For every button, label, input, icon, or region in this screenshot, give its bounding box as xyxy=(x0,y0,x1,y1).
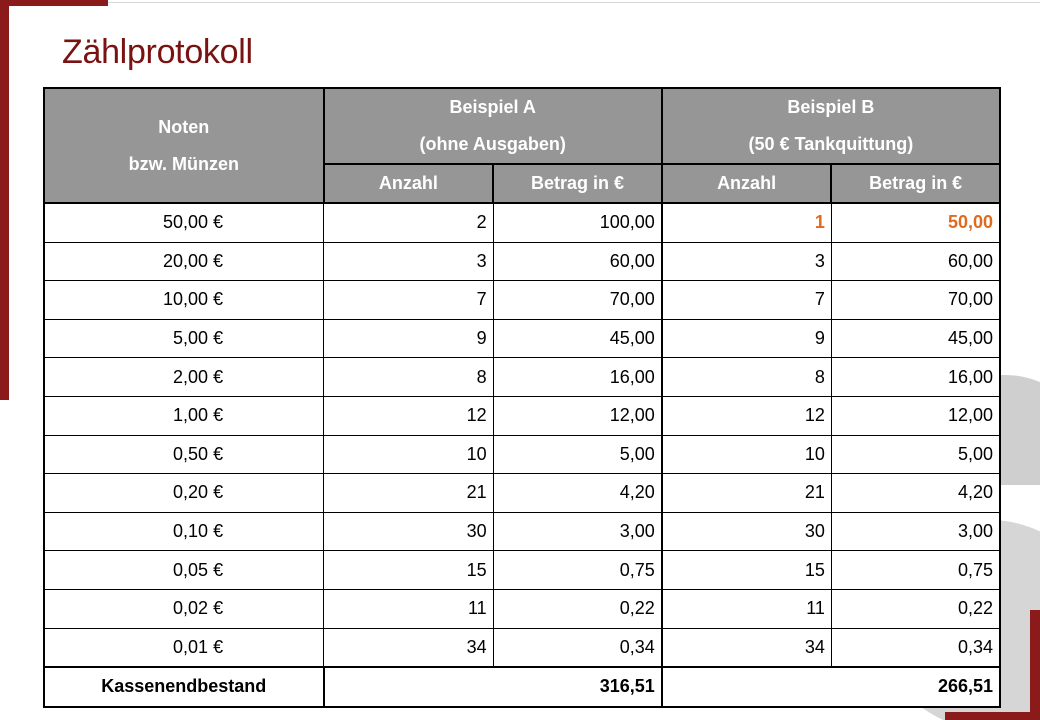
denomination-cell: 2,00 € xyxy=(43,357,325,397)
table-row: 0,05 € 15 0,75 15 0,75 xyxy=(43,550,1001,590)
denomination-cell: 0,50 € xyxy=(43,434,325,475)
frame-bottom-right-bar xyxy=(1030,610,1040,720)
table-row: 0,01 € 34 0,34 34 0,34 xyxy=(43,627,1001,668)
a-count-cell: 11 xyxy=(323,588,494,629)
denomination-cell: 0,20 € xyxy=(43,473,325,513)
a-amount-cell: 70,00 xyxy=(492,280,663,320)
header-denomination: Noten bzw. Münzen xyxy=(43,87,325,204)
b-amount-cell: 0,75 xyxy=(830,550,1001,590)
a-amount-cell: 45,00 xyxy=(492,318,663,359)
a-count-cell: 21 xyxy=(323,473,494,513)
b-count-cell: 34 xyxy=(661,627,832,668)
denomination-cell: 20,00 € xyxy=(43,241,325,282)
header-denomination-line2: bzw. Münzen xyxy=(128,153,239,174)
header-example-b-line1: Beispiel B xyxy=(787,97,875,117)
a-count-cell: 2 xyxy=(323,201,494,243)
b-count-cell: 10 xyxy=(661,434,832,475)
a-amount-cell: 0,34 xyxy=(492,627,663,668)
denomination-cell: 0,10 € xyxy=(43,511,325,552)
a-amount-cell: 4,20 xyxy=(492,473,663,513)
denomination-cell: 50,00 € xyxy=(43,201,325,243)
b-count-cell: 8 xyxy=(661,357,832,397)
a-amount-cell: 3,00 xyxy=(492,511,663,552)
b-count-cell: 7 xyxy=(661,280,832,320)
a-count-cell: 15 xyxy=(323,550,494,590)
a-amount-cell: 5,00 xyxy=(492,434,663,475)
a-amount-cell: 0,22 xyxy=(492,588,663,629)
table-header: Noten bzw. Münzen Beispiel A (ohne Ausga… xyxy=(43,87,1002,204)
count-table: Noten bzw. Münzen Beispiel A (ohne Ausga… xyxy=(43,87,1002,708)
table-row: 5,00 € 9 45,00 9 45,00 xyxy=(43,318,1001,359)
a-count-cell: 34 xyxy=(323,627,494,668)
table-row: 50,00 € 2 100,00 1 50,00 xyxy=(43,201,1001,243)
b-count-cell: 12 xyxy=(661,395,832,436)
table-row: 0,02 € 11 0,22 11 0,22 xyxy=(43,588,1001,629)
table-row: 0,50 € 10 5,00 10 5,00 xyxy=(43,434,1001,475)
frame-left-bar xyxy=(0,0,9,400)
b-count-cell: 21 xyxy=(661,473,832,513)
total-example-a: 316,51 xyxy=(322,666,663,708)
b-count-cell: 30 xyxy=(661,511,832,552)
b-amount-cell: 0,34 xyxy=(830,627,1001,668)
header-a-count: Anzahl xyxy=(322,163,495,204)
b-count-cell-highlighted: 1 xyxy=(661,201,832,243)
header-b-amount: Betrag in € xyxy=(830,163,1001,204)
denomination-cell: 5,00 € xyxy=(43,318,325,359)
a-amount-cell: 100,00 xyxy=(492,201,663,243)
table-row: 20,00 € 3 60,00 3 60,00 xyxy=(43,241,1001,282)
frame-top-line xyxy=(108,2,1040,3)
header-example-a-line1: Beispiel A xyxy=(449,97,536,117)
b-amount-cell: 45,00 xyxy=(830,318,1001,359)
header-example-a: Beispiel A (ohne Ausgaben) xyxy=(322,87,663,165)
b-amount-cell: 5,00 xyxy=(830,434,1001,475)
header-example-b: Beispiel B (50 € Tankquittung) xyxy=(660,87,1002,165)
denomination-cell: 1,00 € xyxy=(43,395,325,436)
header-a-amount: Betrag in € xyxy=(492,163,663,204)
b-amount-cell: 4,20 xyxy=(830,473,1001,513)
a-amount-cell: 60,00 xyxy=(492,241,663,282)
b-amount-cell: 16,00 xyxy=(830,357,1001,397)
b-amount-cell: 70,00 xyxy=(830,280,1001,320)
b-count-cell: 3 xyxy=(661,241,832,282)
b-amount-cell: 12,00 xyxy=(830,395,1001,436)
a-count-cell: 3 xyxy=(323,241,494,282)
table-row: 2,00 € 8 16,00 8 16,00 xyxy=(43,357,1001,397)
b-amount-cell-highlighted: 50,00 xyxy=(830,201,1001,243)
header-denomination-line1: Noten xyxy=(158,116,210,137)
denomination-cell: 0,02 € xyxy=(43,588,325,629)
header-b-count: Anzahl xyxy=(660,163,833,204)
a-amount-cell: 16,00 xyxy=(492,357,663,397)
a-count-cell: 12 xyxy=(323,395,494,436)
b-count-cell: 11 xyxy=(661,588,832,629)
frame-top-bar xyxy=(0,0,108,6)
frame-bottom-bar xyxy=(945,712,1040,720)
a-count-cell: 7 xyxy=(323,280,494,320)
b-amount-cell: 60,00 xyxy=(830,241,1001,282)
page-title: Zählprotokoll xyxy=(62,33,253,71)
a-count-cell: 10 xyxy=(323,434,494,475)
b-count-cell: 9 xyxy=(661,318,832,359)
b-count-cell: 15 xyxy=(661,550,832,590)
denomination-cell: 0,01 € xyxy=(43,627,325,668)
header-example-a-line2: (ohne Ausgaben) xyxy=(419,134,566,154)
table-row: 0,20 € 21 4,20 21 4,20 xyxy=(43,473,1001,513)
denomination-cell: 0,05 € xyxy=(43,550,325,590)
table-row: 1,00 € 12 12,00 12 12,00 xyxy=(43,395,1001,436)
a-count-cell: 30 xyxy=(323,511,494,552)
table-body: 50,00 € 2 100,00 1 50,00 20,00 € 3 60,00… xyxy=(43,201,1002,708)
b-amount-cell: 3,00 xyxy=(830,511,1001,552)
table-row: 0,10 € 30 3,00 30 3,00 xyxy=(43,511,1001,552)
a-amount-cell: 0,75 xyxy=(492,550,663,590)
a-count-cell: 8 xyxy=(323,357,494,397)
denomination-cell: 10,00 € xyxy=(43,280,325,320)
a-count-cell: 9 xyxy=(323,318,494,359)
a-amount-cell: 12,00 xyxy=(492,395,663,436)
b-amount-cell: 0,22 xyxy=(830,588,1001,629)
table-row: 10,00 € 7 70,00 7 70,00 xyxy=(43,280,1001,320)
total-row: Kassenendbestand 316,51 266,51 xyxy=(43,666,1002,708)
header-example-b-line2: (50 € Tankquittung) xyxy=(748,134,914,154)
total-example-b: 266,51 xyxy=(660,666,1002,708)
total-label: Kassenendbestand xyxy=(43,666,325,708)
